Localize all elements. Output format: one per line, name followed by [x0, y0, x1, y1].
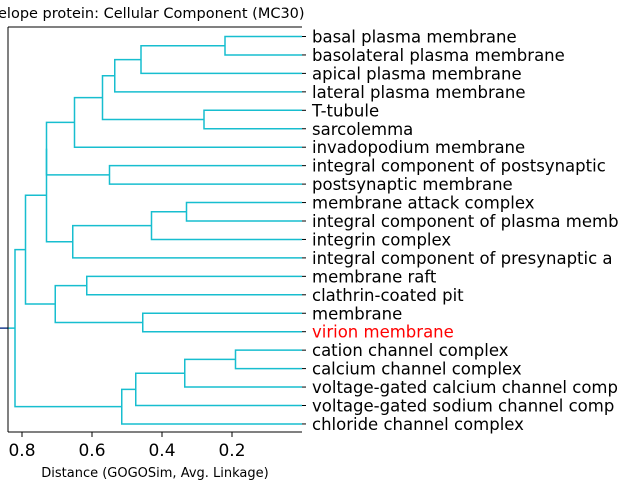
dendrogram-link: [101, 74, 204, 121]
leaf-label: apical plasma membrane: [312, 64, 522, 83]
dendrogram-link: [203, 109, 302, 130]
x-tick-label: 0.2: [218, 441, 245, 461]
leaf-label: voltage-gated sodium channel comp: [312, 397, 614, 416]
x-tick-label: 0.8: [8, 441, 35, 461]
leaf-label: basal plasma membrane: [312, 28, 517, 47]
leaf-label: lateral plasma membrane: [312, 83, 526, 102]
dendrogram-link: [142, 312, 302, 333]
leaf-label: invadopodium membrane: [312, 138, 525, 157]
dendrogram-link: [45, 121, 110, 176]
leaf-label: cation channel complex: [312, 341, 509, 360]
dendrogram-link: [72, 224, 302, 259]
leaf-label: chloride channel complex: [312, 415, 524, 434]
chart-title: elope protein: Cellular Component (MC30): [0, 6, 305, 22]
leaf-label: integral component of plasma memb: [312, 212, 619, 231]
dendrogram-link: [54, 284, 143, 324]
leaf-label: membrane attack complex: [312, 194, 535, 213]
dendrogram-link: [114, 58, 302, 93]
leaf-label: clathrin-coated pit: [312, 286, 464, 305]
leaf-label: integral component of presynaptic a: [312, 249, 613, 268]
dendrogram-link: [234, 349, 302, 370]
dendrogram-link: [185, 201, 302, 222]
dendrogram-link: [73, 96, 302, 148]
leaf-label: integral component of postsynaptic: [312, 157, 606, 176]
dendrogram-link: [108, 164, 302, 185]
dendrogram-link: [45, 148, 73, 243]
leaf-label: calcium channel complex: [312, 360, 522, 379]
leaf-label: postsynaptic membrane: [312, 175, 513, 194]
dendrogram-link: [150, 211, 302, 241]
x-tick-label: 0.6: [78, 441, 105, 461]
dendrogram-links: [0, 35, 302, 425]
dendrogram-link: [140, 44, 302, 75]
dendrogram-link: [184, 358, 302, 388]
dendrogram-link: [24, 194, 56, 305]
leaf-label: membrane raft: [312, 267, 437, 286]
leaf-label: integrin complex: [312, 230, 451, 249]
leaf-label: basolateral plasma membrane: [312, 46, 565, 65]
x-tick-label: 0.4: [148, 441, 175, 461]
leaf-label: virion membrane: [312, 323, 454, 342]
leaf-label: voltage-gated calcium channel comp: [312, 378, 618, 397]
dendrogram-link: [14, 248, 122, 408]
dendrogram-link: [135, 372, 302, 407]
leaf-label: membrane: [312, 304, 402, 323]
leaf-label: sarcolemma: [312, 120, 413, 139]
dendrogram-link: [86, 275, 302, 296]
axes-frame: [7, 26, 302, 433]
dendrogram-link: [121, 388, 302, 425]
leaf-label: T-tubule: [311, 101, 379, 120]
x-axis-label: Distance (GOGOSim, Avg. Linkage): [41, 466, 268, 480]
dendrogram-link: [224, 35, 302, 56]
x-axis-ticks: 0.8 0.6 0.4 0.2: [8, 432, 246, 461]
